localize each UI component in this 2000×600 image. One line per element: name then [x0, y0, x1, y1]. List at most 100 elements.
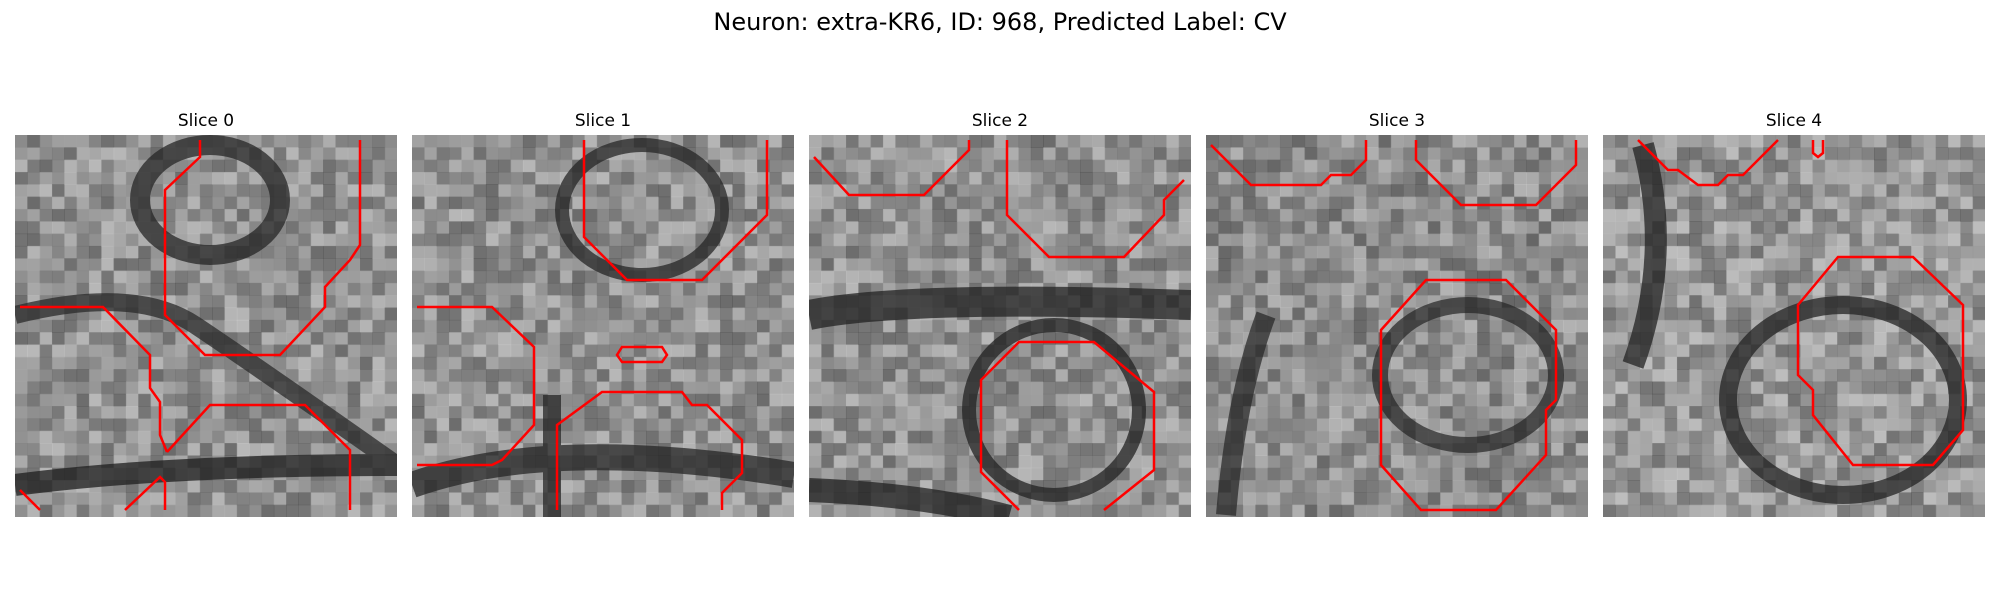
- texture-pixel: [1353, 184, 1367, 198]
- texture-pixel: [51, 282, 65, 296]
- texture-pixel: [1713, 504, 1727, 517]
- texture-pixel: [485, 258, 499, 272]
- texture-pixel: [1341, 307, 1355, 321]
- texture-pixel: [125, 344, 139, 358]
- texture-pixel: [360, 406, 373, 420]
- texture-pixel: [76, 455, 90, 469]
- texture-pixel: [833, 171, 847, 185]
- texture-pixel: [1206, 245, 1219, 259]
- texture-pixel: [882, 406, 896, 420]
- texture-pixel: [1452, 270, 1466, 284]
- texture-pixel: [1366, 492, 1380, 506]
- texture-pixel: [1178, 159, 1191, 173]
- texture-pixel: [621, 245, 635, 259]
- texture-pixel: [125, 492, 139, 506]
- texture-pixel: [1575, 381, 1588, 395]
- texture-pixel: [1329, 233, 1343, 247]
- texture-pixel: [1713, 221, 1727, 235]
- texture-pixel: [956, 184, 970, 198]
- texture-pixel: [1018, 171, 1032, 185]
- texture-pixel: [1092, 245, 1106, 259]
- texture-pixel: [224, 159, 238, 173]
- texture-pixel: [858, 455, 872, 469]
- texture-pixel: [1800, 455, 1814, 469]
- texture-pixel: [621, 221, 635, 235]
- texture-pixel: [732, 332, 746, 346]
- texture-pixel: [932, 159, 946, 173]
- texture-pixel: [1378, 171, 1392, 185]
- texture-pixel: [1948, 196, 1961, 210]
- texture-pixel: [1230, 233, 1244, 247]
- texture-pixel: [1726, 258, 1740, 272]
- texture-pixel: [1166, 270, 1180, 284]
- texture-pixel: [1948, 307, 1961, 321]
- texture-pixel: [1341, 332, 1355, 346]
- texture-pixel: [1501, 455, 1515, 469]
- texture-pixel: [744, 147, 758, 161]
- texture-pixel: [1923, 381, 1937, 395]
- texture-pixel: [1489, 135, 1503, 148]
- texture-pixel: [1948, 504, 1961, 517]
- texture-pixel: [919, 381, 933, 395]
- texture-pixel: [646, 282, 660, 296]
- texture-pixel: [1154, 147, 1167, 161]
- texture-pixel: [372, 196, 386, 210]
- texture-pixel: [969, 208, 983, 222]
- texture-pixel: [769, 307, 783, 321]
- texture-pixel: [1575, 393, 1588, 407]
- texture-pixel: [310, 443, 324, 456]
- texture-pixel: [424, 270, 438, 284]
- texture-pixel: [261, 406, 275, 420]
- texture-pixel: [1911, 147, 1924, 161]
- texture-pixel: [412, 295, 425, 309]
- texture-pixel: [633, 245, 647, 259]
- slice-panel-0: Slice 0: [15, 110, 397, 517]
- texture-pixel: [1812, 430, 1826, 444]
- texture-pixel: [1874, 196, 1888, 210]
- texture-pixel: [1837, 381, 1851, 395]
- texture-pixel: [1341, 369, 1355, 383]
- texture-pixel: [833, 147, 847, 161]
- texture-pixel: [498, 504, 512, 517]
- texture-pixel: [88, 270, 102, 284]
- texture-pixel: [1092, 455, 1106, 469]
- texture-pixel: [1117, 147, 1130, 161]
- texture-pixel: [907, 406, 921, 420]
- texture-pixel: [1043, 393, 1057, 407]
- texture-pixel: [286, 270, 300, 284]
- texture-pixel: [125, 381, 139, 395]
- texture-pixel: [670, 184, 684, 198]
- texture-pixel: [101, 369, 115, 383]
- texture-pixel: [1141, 208, 1155, 222]
- texture-pixel: [1427, 455, 1441, 469]
- texture-pixel: [236, 319, 250, 333]
- texture-pixel: [1292, 369, 1306, 383]
- texture-pixel: [1464, 406, 1478, 420]
- texture-pixel: [1067, 418, 1081, 432]
- texture-pixel: [1775, 443, 1789, 456]
- texture-pixel: [1664, 184, 1678, 198]
- texture-pixel: [64, 245, 78, 259]
- texture-pixel: [1030, 455, 1044, 469]
- texture-pixel: [1304, 344, 1318, 358]
- texture-pixel: [522, 480, 536, 493]
- texture-pixel: [1080, 381, 1094, 395]
- texture-pixel: [76, 406, 90, 420]
- texture-pixel: [273, 135, 287, 148]
- texture-pixel: [1886, 455, 1900, 469]
- texture-pixel: [323, 356, 336, 370]
- texture-pixel: [1292, 196, 1306, 210]
- texture-pixel: [732, 504, 746, 517]
- texture-pixel: [1043, 430, 1057, 444]
- texture-pixel: [720, 171, 733, 185]
- texture-pixel: [175, 171, 189, 185]
- texture-pixel: [1279, 245, 1293, 259]
- texture-pixel: [1154, 480, 1167, 493]
- texture-pixel: [1218, 344, 1232, 358]
- texture-pixel: [809, 418, 822, 432]
- texture-pixel: [1750, 270, 1764, 284]
- texture-pixel: [473, 221, 487, 235]
- texture-pixel: [1427, 184, 1441, 198]
- texture-pixel: [1652, 467, 1666, 481]
- texture-pixel: [384, 418, 397, 432]
